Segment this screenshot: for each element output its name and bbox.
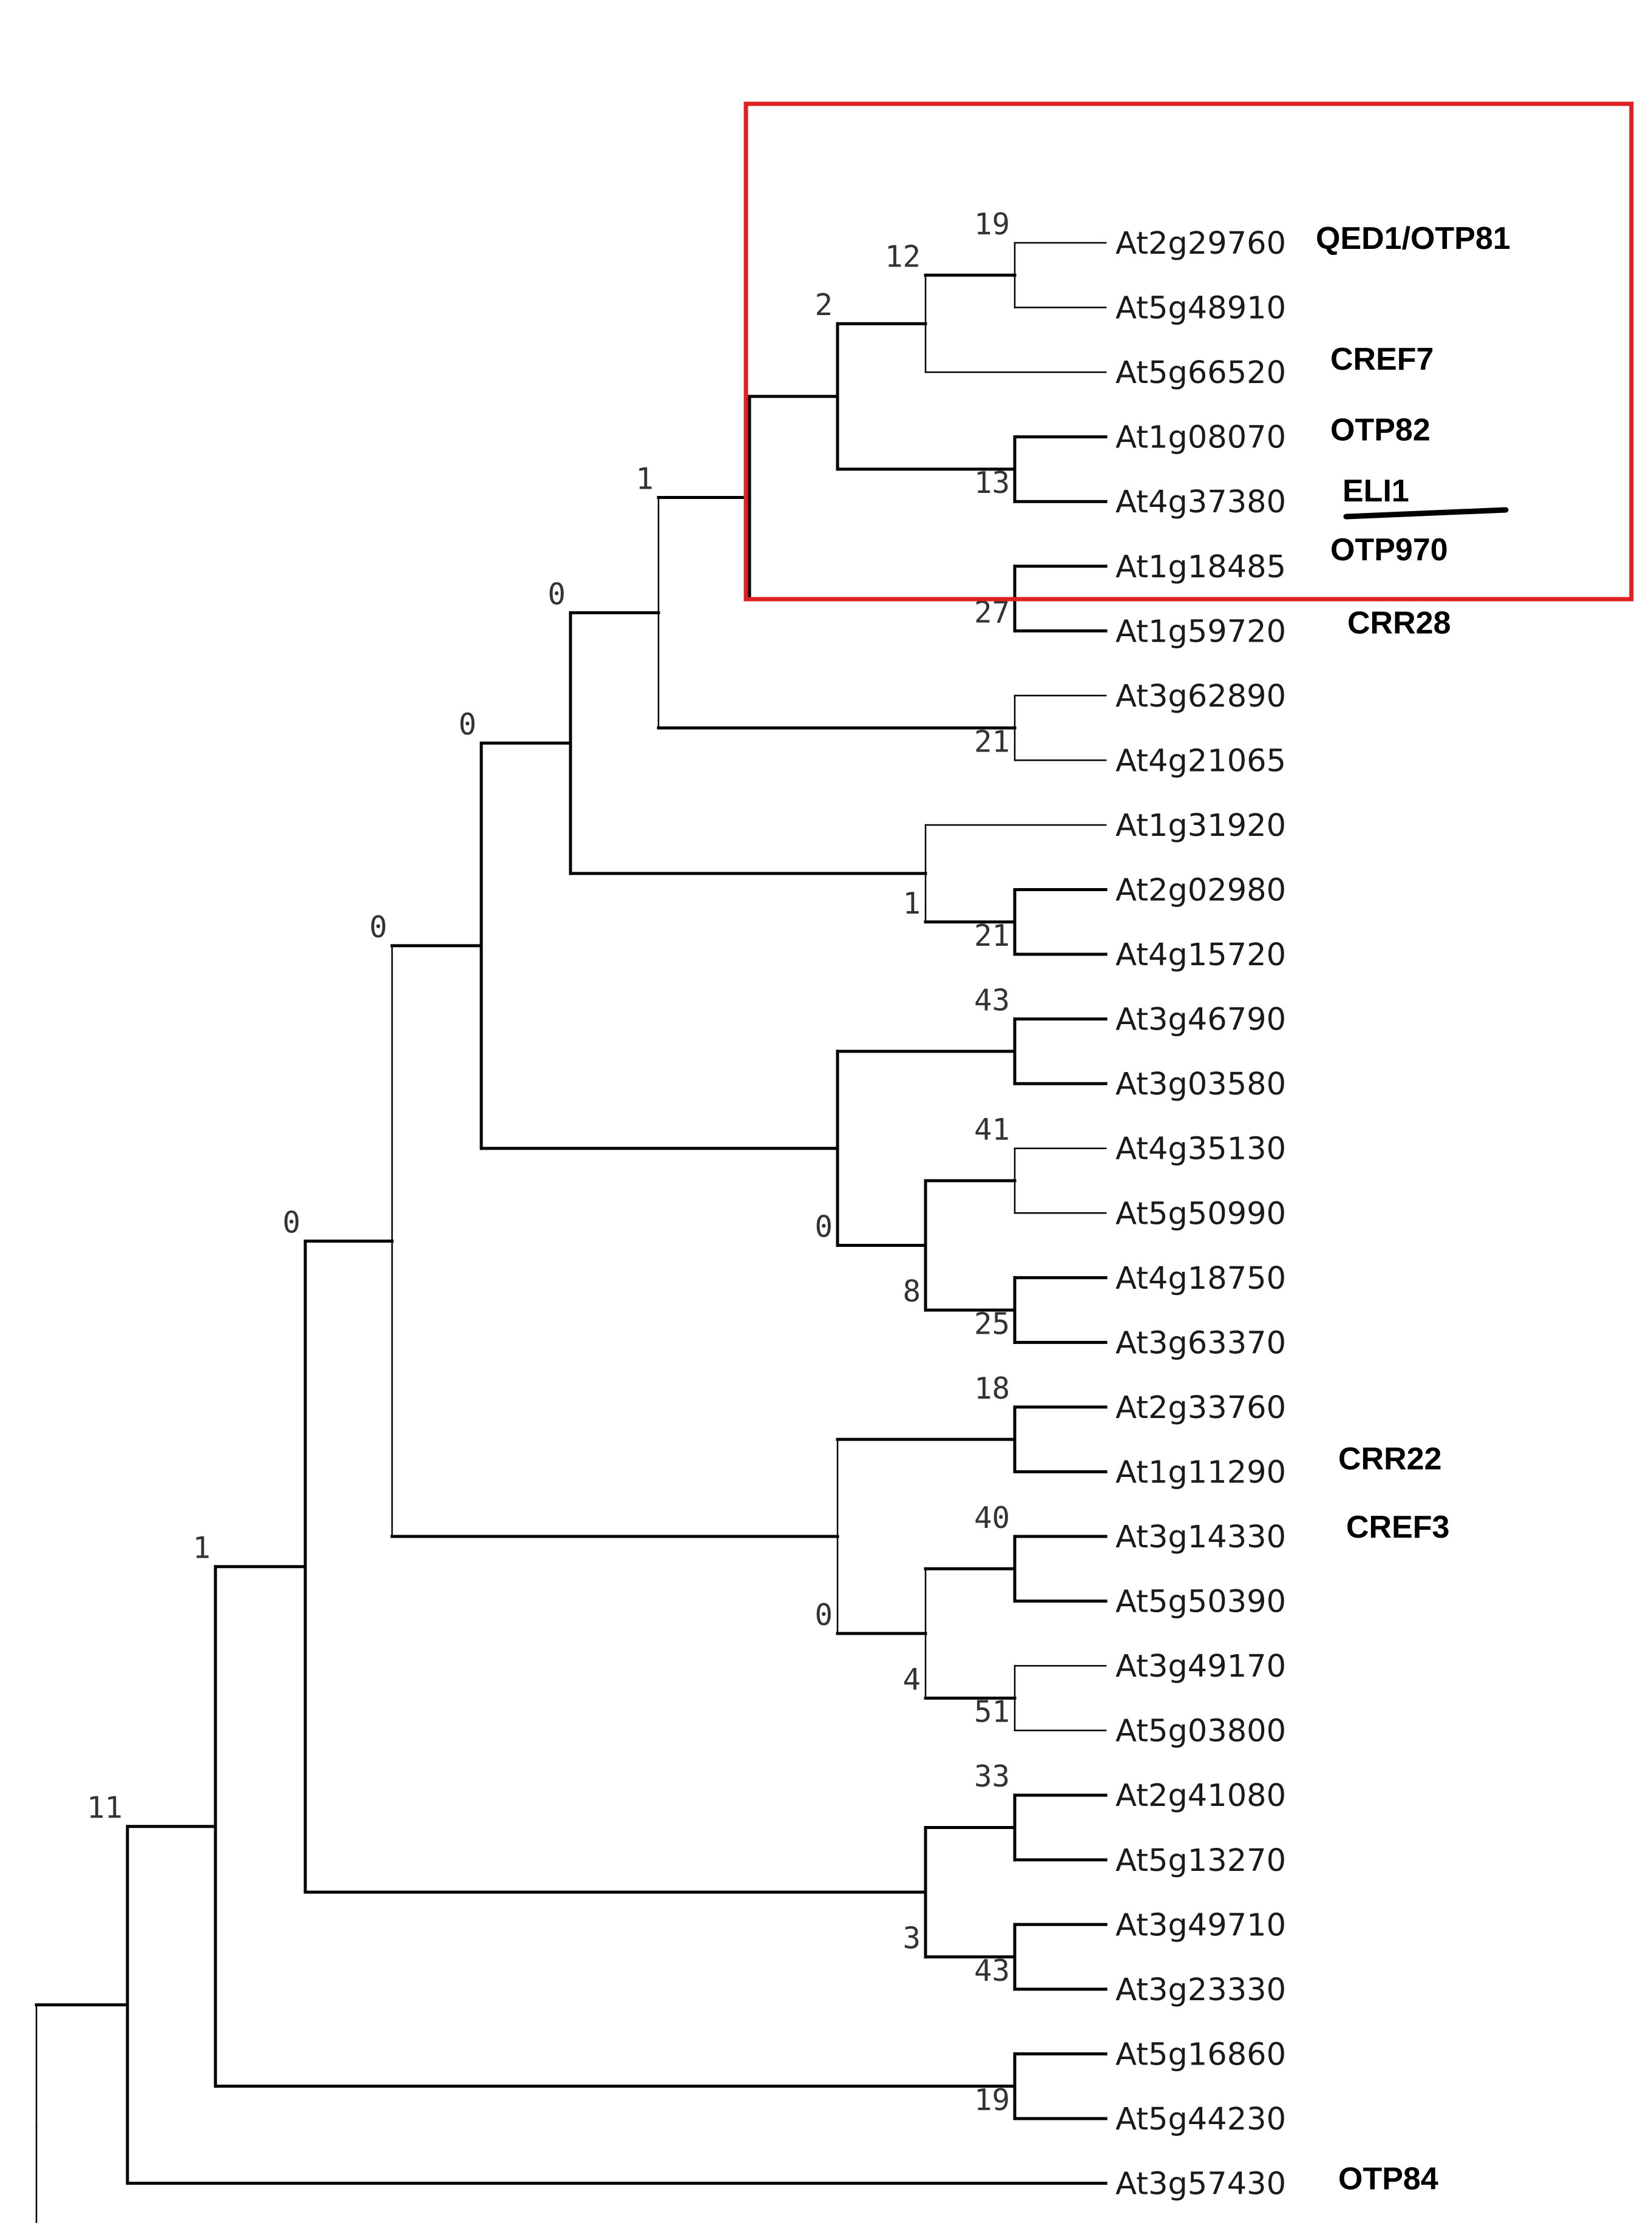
- leaf-labels: At2g29760 At5g48910 At5g66520 At1g08070 At4g…: [1115, 226, 1286, 2202]
- leaf-label: At3g23330: [1115, 1972, 1286, 2008]
- support-value: 1: [902, 886, 921, 921]
- support-value: 0: [282, 1205, 300, 1240]
- leaf-label: At4g37380: [1115, 484, 1286, 520]
- leaf-label: At5g66520: [1115, 355, 1286, 391]
- leaf-label: At5g48910: [1115, 291, 1286, 327]
- support-value: 51: [974, 1695, 1010, 1729]
- support-value: 43: [974, 1953, 1010, 1988]
- support-value: 4: [902, 1662, 921, 1697]
- support-value: 3: [902, 1921, 921, 1956]
- leaf-label: At1g59720: [1115, 614, 1286, 650]
- support-value: 25: [974, 1306, 1010, 1341]
- leaf-label: At1g08070: [1115, 420, 1286, 456]
- support-value: 0: [458, 707, 476, 742]
- leaf-label: At3g49170: [1115, 1649, 1286, 1685]
- leaf-label: At5g03800: [1115, 1714, 1286, 1750]
- support-value: 0: [369, 910, 387, 945]
- leaf-label: At1g18485: [1115, 549, 1286, 585]
- leaf-label: At4g15720: [1115, 937, 1286, 973]
- leaf-label: At3g63370: [1115, 1325, 1286, 1361]
- support-values: 1110000121219132721121043841250184405133…: [87, 207, 1010, 2117]
- leaf-label: At1g11290: [1115, 1454, 1286, 1490]
- support-value: 2: [814, 288, 833, 322]
- support-value: 21: [974, 918, 1010, 953]
- support-value: 11: [87, 1791, 123, 1825]
- support-value: 18: [974, 1371, 1010, 1406]
- gene-name-label: CRR22: [1338, 1441, 1442, 1476]
- leaf-label: At4g21065: [1115, 743, 1286, 779]
- leaf-label: At2g29760: [1115, 226, 1286, 262]
- support-value: 33: [974, 1759, 1010, 1794]
- gene-name-label: OTP82: [1330, 413, 1430, 448]
- support-value: 1: [192, 1531, 211, 1566]
- support-value: 8: [902, 1274, 921, 1309]
- gene-name-label: OTP970: [1330, 532, 1448, 568]
- support-value: 1: [635, 462, 654, 497]
- underline-mark: [1343, 507, 1509, 520]
- leaf-label: At4g35130: [1115, 1132, 1286, 1167]
- leaf-label: At3g46790: [1115, 1002, 1286, 1038]
- gene-name-label: CREF7: [1330, 342, 1434, 377]
- leaf-label: At3g03580: [1115, 1067, 1286, 1102]
- leaf-label: At1g31920: [1115, 808, 1286, 844]
- leaf-label: At2g41080: [1115, 1778, 1286, 1814]
- leaf-label: At2g02980: [1115, 873, 1286, 909]
- leaf-label: At3g49710: [1115, 1907, 1286, 1943]
- gene-name-label: ELI1: [1342, 473, 1409, 509]
- support-value: 19: [974, 2083, 1010, 2117]
- gene-name-label: OTP84: [1338, 2162, 1438, 2197]
- leaf-label: At3g14330: [1115, 1519, 1286, 1555]
- gene-name-label: CREF3: [1346, 1510, 1449, 1545]
- leaf-label: At5g44230: [1115, 2102, 1286, 2137]
- support-value: 41: [974, 1113, 1010, 1147]
- leaf-label: At4g18750: [1115, 1261, 1286, 1297]
- support-value: 0: [547, 577, 566, 611]
- support-value: 40: [974, 1501, 1010, 1535]
- tree-branches: [35, 242, 1108, 2223]
- support-value: 13: [974, 466, 1010, 500]
- leaf-label: At5g50990: [1115, 1196, 1286, 1232]
- support-value: 21: [974, 724, 1010, 759]
- gene-name-label: CRR28: [1347, 605, 1451, 640]
- support-value: 0: [814, 1210, 833, 1244]
- leaf-label: At3g57430: [1115, 2167, 1286, 2202]
- leaf-label: At2g33760: [1115, 1390, 1286, 1426]
- support-value: 43: [974, 983, 1010, 1018]
- support-value: 0: [814, 1598, 833, 1632]
- highlight-box: [743, 101, 1634, 602]
- gene-names: QED1/OTP81 CREF7 OTP82 ELI1 OTP970 CRR28 CRR22…: [1316, 221, 1511, 2197]
- support-value: 12: [885, 239, 921, 274]
- leaf-label: At5g50390: [1115, 1584, 1286, 1620]
- leaf-label: At5g13270: [1115, 1843, 1286, 1879]
- leaf-label: At3g62890: [1115, 679, 1286, 714]
- leaf-label: At5g16860: [1115, 2037, 1286, 2072]
- gene-name-label: QED1/OTP81: [1316, 221, 1511, 256]
- support-value: 19: [974, 207, 1010, 242]
